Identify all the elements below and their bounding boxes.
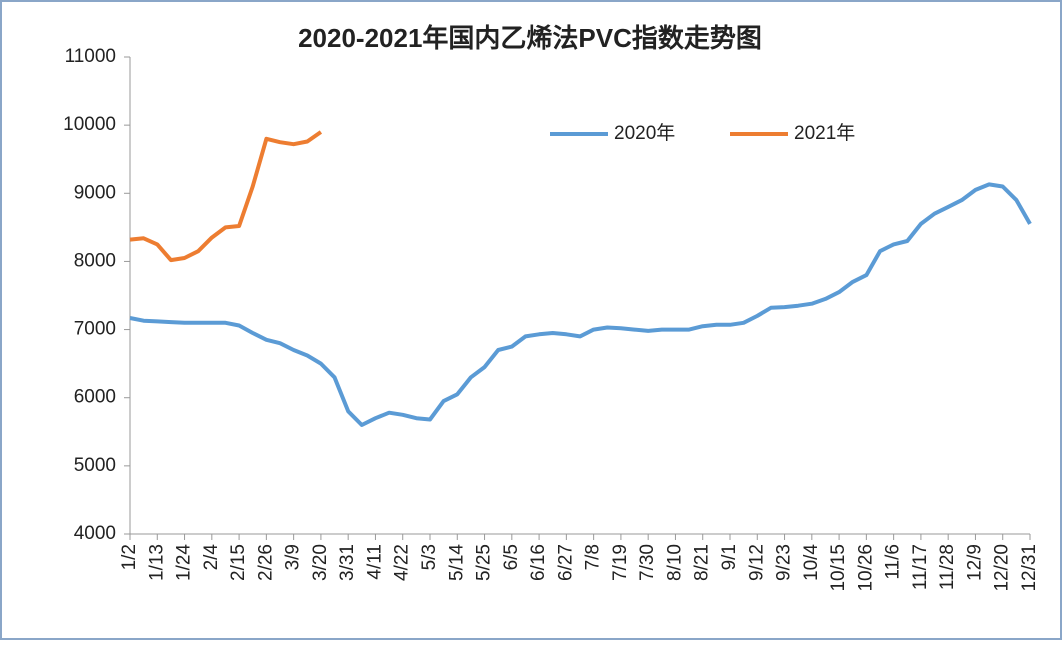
series-line xyxy=(129,130,323,263)
x-tick-label: 1/24 xyxy=(174,544,195,581)
x-tick-label: 10/15 xyxy=(828,544,849,592)
x-tick-label: 10/4 xyxy=(801,544,822,581)
chart-title: 2020-2021年国内乙烯法PVC指数走势图 xyxy=(298,23,762,53)
x-tick-label: 9/12 xyxy=(746,544,767,581)
x-tick-label: 9/1 xyxy=(719,544,740,570)
x-tick-label: 5/3 xyxy=(419,544,440,570)
legend-label: 2020年 xyxy=(614,122,675,144)
y-tick-label: 6000 xyxy=(74,387,116,408)
x-tick-label: 2/4 xyxy=(201,544,222,571)
x-tick-label: 6/5 xyxy=(501,544,522,570)
x-tick-label: 11/6 xyxy=(883,544,904,580)
y-tick-label: 9000 xyxy=(74,182,116,203)
y-tick-label: 11000 xyxy=(65,46,116,67)
x-tick-label: 7/30 xyxy=(637,544,658,581)
x-tick-label: 10/26 xyxy=(855,544,876,592)
y-tick-label: 5000 xyxy=(74,455,116,476)
x-tick-label: 3/31 xyxy=(337,544,358,581)
x-tick-label: 5/14 xyxy=(446,544,467,581)
legend-label: 2021年 xyxy=(794,122,855,144)
y-tick-label: 4000 xyxy=(74,523,116,544)
x-tick-label: 3/20 xyxy=(310,544,331,581)
x-tick-label: 6/27 xyxy=(555,544,576,581)
x-tick-label: 5/25 xyxy=(474,544,495,581)
x-tick-label: 2/15 xyxy=(228,544,249,581)
x-tick-label: 7/8 xyxy=(583,544,604,570)
x-tick-label: 12/20 xyxy=(992,544,1013,592)
y-tick-label: 7000 xyxy=(74,319,116,340)
x-tick-label: 11/28 xyxy=(937,544,958,590)
x-tick-label: 9/23 xyxy=(774,544,795,581)
x-tick-label: 1/13 xyxy=(146,544,167,581)
x-tick-label: 8/21 xyxy=(692,544,713,581)
y-tick-label: 8000 xyxy=(74,250,116,271)
x-tick-label: 7/19 xyxy=(610,544,631,581)
x-tick-label: 1/2 xyxy=(119,544,140,570)
x-tick-label: 12/9 xyxy=(964,544,985,581)
x-tick-label: 4/11 xyxy=(364,544,385,580)
x-tick-label: 6/16 xyxy=(528,544,549,581)
x-tick-label: 12/31 xyxy=(1019,544,1040,592)
x-tick-label: 8/10 xyxy=(664,544,685,581)
x-tick-label: 4/22 xyxy=(392,544,413,581)
x-tick-label: 2/26 xyxy=(255,544,276,581)
x-tick-label: 3/9 xyxy=(283,544,304,570)
y-tick-label: 10000 xyxy=(63,114,116,135)
series-line xyxy=(129,182,1032,427)
x-tick-label: 11/17 xyxy=(910,544,931,590)
